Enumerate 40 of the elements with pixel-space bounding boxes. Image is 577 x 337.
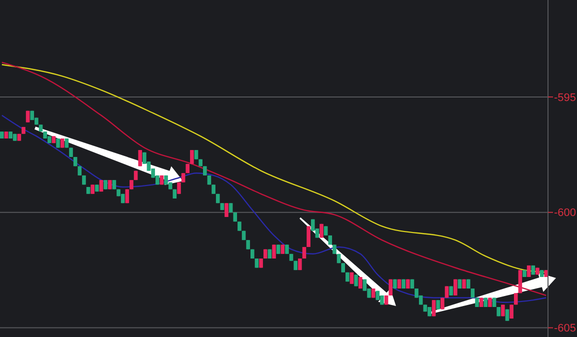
- candlestick: [510, 304, 514, 320]
- candlestick: [285, 244, 289, 254]
- candlestick: [518, 270, 522, 294]
- candlestick: [212, 184, 216, 194]
- candlestick: [78, 166, 82, 176]
- candlestick: [202, 166, 207, 176]
- line-series: [1, 114, 547, 303]
- candlestick: [436, 300, 440, 310]
- candlestick: [259, 258, 263, 268]
- candlestick: [228, 202, 233, 213]
- candlestick: [371, 288, 376, 298]
- candlestick: [332, 244, 336, 254]
- candlestick: [454, 278, 458, 296]
- candlestick: [341, 262, 346, 273]
- candlestick: [449, 286, 453, 296]
- candlestick: [90, 184, 94, 194]
- candlestick: [138, 150, 142, 167]
- candlestick: [104, 180, 108, 190]
- candlestick: [470, 288, 475, 298]
- candlestick: [246, 240, 250, 250]
- candlestick: [69, 147, 73, 158]
- candlestick: [306, 226, 310, 248]
- candlestick: [238, 221, 242, 232]
- candlestick: [276, 244, 280, 254]
- y-tick-label: -605: [554, 322, 576, 335]
- candlestick: [280, 244, 285, 254]
- y-tick-label: -600: [554, 207, 576, 220]
- candlestick: [194, 150, 198, 160]
- candlestick: [432, 300, 436, 317]
- candlestick: [190, 150, 194, 164]
- candlestick: [181, 172, 186, 183]
- candlestick: [444, 286, 449, 298]
- candlestick: [130, 180, 134, 190]
- candlestick: [388, 278, 393, 296]
- y-tick-label: -595: [554, 92, 576, 104]
- candlestick: [254, 258, 259, 268]
- candlestick: [112, 180, 116, 190]
- candlestick: [108, 180, 112, 190]
- candlestick: [324, 226, 328, 236]
- candlestick: [272, 244, 276, 260]
